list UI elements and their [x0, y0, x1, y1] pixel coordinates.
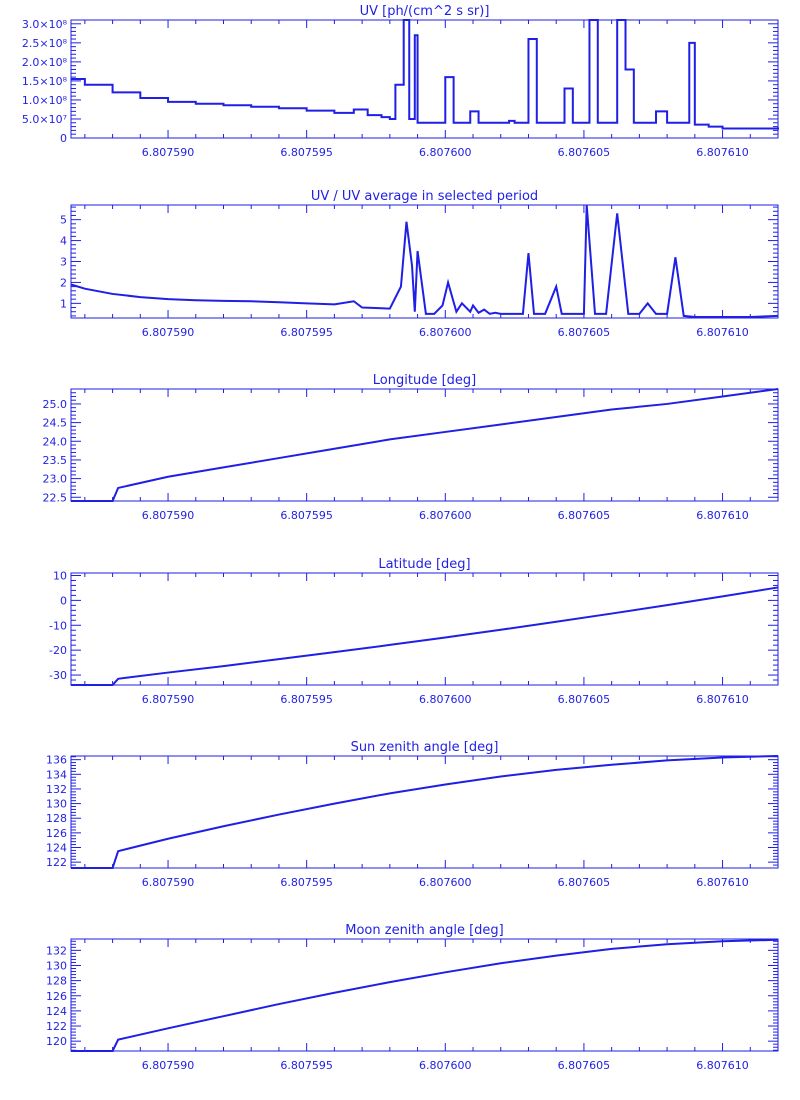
x-tick-label: 6.807610 — [696, 693, 749, 706]
x-tick-label: 6.807595 — [280, 876, 333, 889]
plot-frame — [70, 938, 779, 1052]
y-tick-label: 2.5×10⁸ — [22, 37, 68, 50]
x-tick-label: 6.807595 — [280, 509, 333, 522]
y-tick-label: 1.5×10⁸ — [22, 75, 68, 88]
x-tick-label: 6.807610 — [696, 876, 749, 889]
y-tick-label: 23.5 — [43, 454, 68, 467]
chart-title: UV [ph/(cm^2 s sr)] — [360, 4, 490, 19]
y-tick-label: 25.0 — [43, 398, 68, 411]
x-tick-label: 6.807605 — [558, 693, 611, 706]
y-tick-label: 2.0×10⁸ — [22, 56, 68, 69]
y-tick-label: 5.0×10⁷ — [22, 113, 67, 126]
x-tick-label: 6.807590 — [142, 1059, 195, 1072]
chart-title: UV / UV average in selected period — [311, 189, 538, 204]
y-tick-label: 10 — [53, 569, 67, 582]
y-tick-label: 124 — [46, 1005, 67, 1018]
x-tick-label: 6.807605 — [558, 509, 611, 522]
y-tick-label: 128 — [46, 812, 67, 825]
x-tick-label: 6.807595 — [280, 693, 333, 706]
x-tick-label: 6.807610 — [696, 1059, 749, 1072]
y-tick-label: 1.0×10⁸ — [22, 94, 68, 107]
series-line-1 — [71, 19, 779, 130]
y-tick-label: 126 — [46, 990, 67, 1003]
y-tick-label: -30 — [49, 669, 67, 682]
x-tick-label: 6.807600 — [419, 509, 472, 522]
y-tick-label: 128 — [46, 975, 67, 988]
series-line-1 — [71, 755, 779, 869]
y-tick-label: 5 — [60, 214, 67, 227]
x-tick-label: 6.807590 — [142, 876, 195, 889]
x-tick-label: 6.807595 — [280, 326, 333, 339]
x-tick-label: 6.807590 — [142, 146, 195, 159]
x-tick-label: 6.807595 — [280, 146, 333, 159]
y-tick-label: 136 — [46, 754, 67, 767]
chart-title: Longitude [deg] — [373, 373, 476, 388]
x-tick-label: 6.807590 — [142, 509, 195, 522]
chart-panel-6: Moon zenith angle [deg] 6.807590 6.807595 6… — [46, 923, 779, 1072]
plot-frame — [70, 388, 779, 502]
x-tick-label: 6.807600 — [419, 693, 472, 706]
x-tick-label: 6.807600 — [419, 1059, 472, 1072]
x-tick-label: 6.807595 — [280, 1059, 333, 1072]
x-tick-label: 6.807610 — [696, 326, 749, 339]
y-tick-label: -10 — [49, 619, 67, 632]
plot-frame — [70, 19, 779, 139]
y-tick-label: 1 — [60, 297, 67, 310]
series-line-1 — [71, 938, 779, 1052]
x-tick-label: 6.807605 — [558, 1059, 611, 1072]
x-tick-label: 6.807590 — [142, 326, 195, 339]
x-tick-label: 6.807590 — [142, 693, 195, 706]
chart-panel-1: UV [ph/(cm^2 s sr)] 6.807590 6.807595 6.807… — [22, 4, 779, 159]
y-tick-label: 122 — [46, 1020, 67, 1033]
x-tick-label: 6.807605 — [558, 876, 611, 889]
series-line-1 — [71, 586, 779, 686]
y-tick-label: 3 — [60, 256, 67, 269]
y-tick-label: 134 — [46, 768, 67, 781]
y-tick-label: 132 — [46, 783, 67, 796]
y-tick-label: 120 — [46, 1035, 67, 1048]
y-tick-label: 24.0 — [43, 435, 68, 448]
x-tick-label: 6.807610 — [696, 146, 749, 159]
series-line-1 — [70, 204, 779, 318]
y-tick-label: 23.0 — [43, 473, 68, 486]
y-tick-label: 24.5 — [43, 417, 68, 430]
y-tick-label: 4 — [60, 235, 67, 248]
chart-title: Sun zenith angle [deg] — [351, 740, 499, 755]
y-tick-label: 130 — [46, 798, 67, 811]
y-tick-label: 124 — [46, 842, 67, 855]
x-tick-label: 6.807605 — [558, 146, 611, 159]
chart-panel-2: UV / UV average in selected period 6.8075… — [60, 189, 779, 339]
plot-frame — [70, 755, 779, 869]
y-tick-label: 0 — [60, 132, 67, 145]
chart-title: Moon zenith angle [deg] — [345, 923, 503, 938]
y-tick-label: 130 — [46, 959, 67, 972]
x-tick-label: 6.807600 — [419, 326, 472, 339]
chart-panel-3: Longitude [deg] 6.807590 6.807595 6.807600 6… — [43, 373, 779, 522]
chart-title: Latitude [deg] — [378, 557, 470, 572]
y-tick-label: 126 — [46, 827, 67, 840]
y-tick-label: 0 — [60, 594, 67, 607]
x-tick-label: 6.807605 — [558, 326, 611, 339]
x-tick-label: 6.807610 — [696, 509, 749, 522]
x-tick-label: 6.807600 — [419, 876, 472, 889]
series-line-1 — [71, 388, 779, 502]
plot-frame — [70, 572, 779, 686]
y-tick-label: 132 — [46, 944, 67, 957]
x-tick-label: 6.807600 — [419, 146, 472, 159]
y-tick-label: 3.0×10⁸ — [22, 18, 68, 31]
y-tick-label: -20 — [49, 644, 67, 657]
y-tick-label: 2 — [60, 276, 67, 289]
chart-panel-4: Latitude [deg] 6.807590 6.807595 6.807600 6.… — [49, 557, 779, 706]
chart-panel-5: Sun zenith angle [deg] 6.807590 6.807595 6.… — [46, 740, 779, 889]
y-tick-label: 22.5 — [43, 491, 68, 504]
y-tick-label: 122 — [46, 856, 67, 869]
